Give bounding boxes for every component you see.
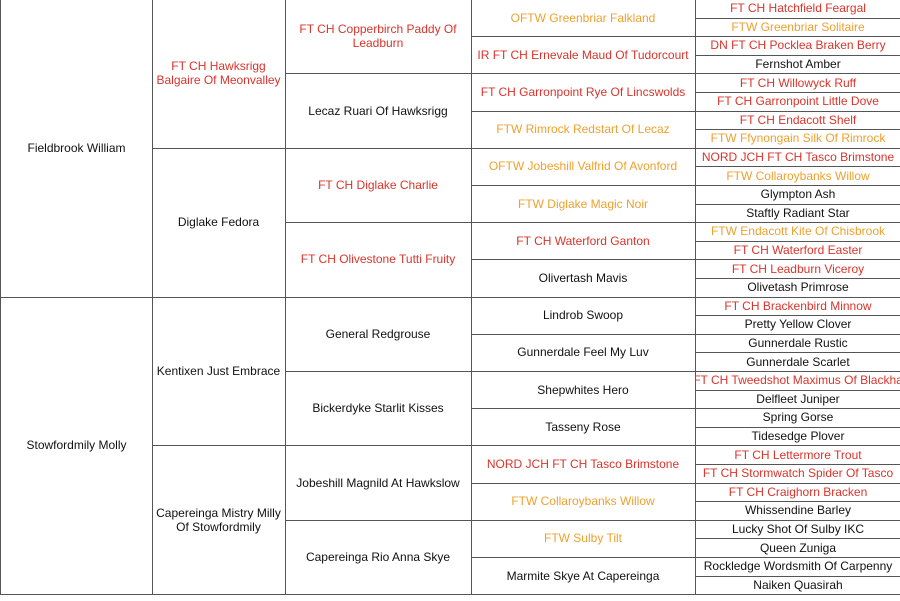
pedigree-cell: Diglake Fedora [152,147,286,298]
pedigree-cell: FTW Endacott Kite Of Chisbrook [695,222,900,242]
pedigree-cell: FT CH Brackenbird Minnow [695,297,900,317]
pedigree-cell: Marmite Skye At Capereinga [471,557,696,596]
pedigree-cell: Capereinga Rio Anna Skye [285,519,472,596]
pedigree-cell: FT CH Leadburn Viceroy [695,259,900,279]
pedigree-cell: OFTW Jobeshill Valfrid Of Avonford [471,147,696,186]
pedigree-cell: Naiken Quasirah [695,576,900,596]
pedigree-cell: FT CH Hawksrigg Balgaire Of Meonvalley [152,0,286,149]
pedigree-cell: Kentixen Just Embrace [152,296,286,447]
pedigree-cell: Glympton Ash [695,185,900,205]
pedigree-cell: FTW Greenbriar Solitaire [695,18,900,38]
pedigree-cell: Lindrob Swoop [471,296,696,335]
pedigree-cell: Tidesedge Plover [695,427,900,447]
pedigree-cell: FT CH Hatchfield Feargal [695,0,900,19]
pedigree-cell: Shepwhites Hero [471,371,696,410]
pedigree-cell: FT CH Lettermore Trout [695,445,900,465]
pedigree-cell: Gunnerdale Feel My Luv [471,333,696,372]
pedigree-cell: Gunnerdale Scarlet [695,352,900,372]
pedigree-cell: Whissendine Barley [695,501,900,521]
pedigree-cell: Spring Gorse [695,408,900,428]
pedigree-cell: Olivetash Primrose [695,278,900,298]
pedigree-cell: FT CH Waterford Easter [695,241,900,261]
pedigree-cell: FT CH Endacott Shelf [695,111,900,131]
pedigree-cell: Lucky Shot Of Sulby IKC [695,520,900,540]
pedigree-cell: OFTW Greenbriar Falkland [471,0,696,38]
pedigree-cell: Staftly Radiant Star [695,204,900,224]
pedigree-cell: Stowfordmily Molly [0,296,153,596]
pedigree-cell: FT CH Copperbirch Paddy Of Leadburn [285,0,472,75]
pedigree-cell: FT CH Olivestone Tutti Fruity [285,222,472,298]
pedigree-cell: Capereinga Mistry Milly Of Stowfordmily [152,445,286,596]
pedigree-cell: FTW Sulby Tilt [471,519,696,558]
pedigree-cell: Delfleet Juniper [695,390,900,410]
pedigree-cell: General Redgrouse [285,296,472,372]
pedigree-cell: Gunnerdale Rustic [695,334,900,354]
pedigree-cell: FTW Collaroybanks Willow [695,166,900,186]
pedigree-cell: FT CH Craighorn Bracken [695,483,900,503]
pedigree-cell: Queen Zuniga [695,538,900,558]
pedigree-cell: IR FT CH Ernevale Maud Of Tudorcourt [471,36,696,75]
pedigree-cell: FTW Collaroybanks Willow [471,482,696,521]
pedigree-cell: FT CH Tweedshot Maximus Of Blackha [695,371,900,391]
pedigree-cell: FTW Rimrock Redstart Of Lecaz [471,110,696,149]
pedigree-cell: Rockledge Wordsmith Of Carpenny [695,557,900,577]
pedigree-cell: Pretty Yellow Clover [695,315,900,335]
pedigree-cell: Fernshot Amber [695,55,900,75]
pedigree-cell: FT CH Garronpoint Rye Of Lincswolds [471,73,696,112]
pedigree-cell: NORD JCH FT CH Tasco Brimstone [471,445,696,484]
pedigree-cell: Jobeshill Magnild At Hawkslow [285,445,472,521]
pedigree-cell: FTW Diglake Magic Noir [471,185,696,224]
pedigree-cell: FT CH Waterford Ganton [471,222,696,261]
pedigree-cell: NORD JCH FT CH Tasco Brimstone [695,148,900,168]
pedigree-cell: DN FT CH Pocklea Braken Berry [695,36,900,56]
pedigree-cell: FTW Ffynongain Silk Of Rimrock [695,129,900,149]
pedigree-cell: Fieldbrook William [0,0,153,298]
pedigree-cell: FT CH Willowyck Ruff [695,73,900,93]
pedigree-cell: FT CH Garronpoint Little Dove [695,92,900,112]
pedigree-cell: FT CH Diglake Charlie [285,147,472,224]
pedigree-cell: Lecaz Ruari Of Hawksrigg [285,73,472,149]
pedigree-cell: Bickerdyke Starlit Kisses [285,371,472,447]
pedigree-cell: Tasseny Rose [471,408,696,447]
pedigree-cell: FT CH Stormwatch Spider Of Tasco [695,464,900,484]
pedigree-cell: Olivertash Mavis [471,259,696,298]
